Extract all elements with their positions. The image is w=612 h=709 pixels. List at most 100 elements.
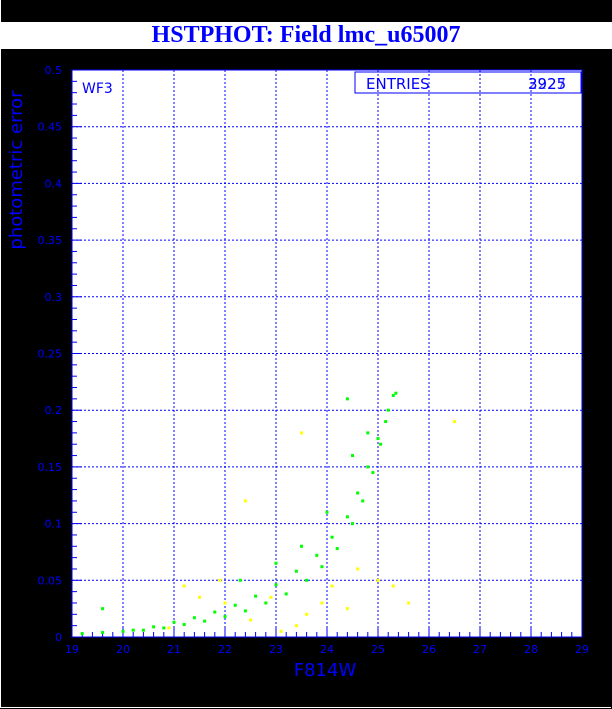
data-point [391, 584, 395, 588]
data-point [345, 515, 349, 519]
data-point [101, 630, 105, 634]
data-point [394, 391, 398, 395]
data-point [249, 618, 252, 622]
x-tick-label: 24 [320, 643, 334, 656]
x-tick-label: 19 [65, 643, 79, 656]
y-tick-label: 0.1 [45, 518, 63, 531]
x-tick-label: 27 [473, 643, 487, 656]
stats-label: ENTRIES [366, 75, 430, 93]
data-point [453, 420, 456, 424]
y-tick-label: 0.15 [38, 461, 63, 474]
data-point [274, 583, 278, 587]
data-point [305, 612, 309, 616]
y-tick-label: 0.25 [38, 348, 63, 361]
data-point [203, 619, 207, 623]
annotation-wf3: WF3 [82, 81, 113, 97]
data-point [284, 592, 288, 596]
data-point [351, 522, 354, 526]
data-point [182, 623, 186, 627]
data-point [167, 626, 171, 630]
x-axis-label: F814W [294, 660, 357, 681]
y-tick-label: 0.3 [45, 291, 63, 304]
grid-lines [72, 70, 582, 637]
data-point [361, 499, 365, 503]
data-point [376, 437, 380, 441]
data-point [101, 607, 105, 611]
data-point [279, 629, 283, 633]
data-point [330, 535, 334, 539]
x-tick-label: 28 [524, 643, 538, 656]
data-point [198, 595, 201, 599]
data-point [366, 431, 370, 435]
data-point [345, 397, 349, 401]
data-point [379, 442, 383, 446]
axis-ticks: 19 20 21 22 23 24 25 26 27 28 29 0 0.05 0.1 0.15 0.2 0.2… [38, 64, 590, 656]
y-tick-label: 0.35 [38, 234, 63, 247]
data-point [172, 620, 176, 624]
data-point [131, 628, 135, 632]
data-point [356, 567, 360, 571]
x-tick-label: 26 [422, 643, 436, 656]
data-point [269, 595, 273, 599]
data-point [300, 544, 303, 548]
data-point [300, 431, 303, 435]
data-point [356, 491, 360, 495]
axis-labels: F814W photometric error WF3 [6, 81, 356, 681]
x-tick-label: 29 [575, 643, 589, 656]
stats-value-1: 3925 [528, 75, 566, 93]
y-tick-label: 0 [55, 631, 62, 644]
y-tick-label: 0.5 [45, 64, 63, 77]
data-point [330, 584, 334, 588]
data-point [294, 569, 298, 573]
x-tick-label: 20 [116, 643, 130, 656]
data-point [294, 624, 298, 628]
y-tick-label: 0.4 [45, 177, 63, 190]
data-point [223, 615, 227, 619]
green-series [80, 391, 398, 636]
data-point [233, 603, 237, 607]
data-point [320, 565, 324, 569]
data-point [264, 601, 268, 605]
data-point [182, 584, 186, 588]
data-point [218, 578, 222, 582]
data-point [80, 632, 84, 636]
data-point [320, 601, 324, 605]
data-point [376, 578, 380, 582]
data-point [325, 510, 329, 514]
y-tick-label: 0.2 [45, 404, 63, 417]
data-point [274, 561, 278, 565]
data-point [238, 578, 242, 582]
data-point [152, 625, 156, 629]
data-point [351, 454, 354, 458]
data-point [162, 626, 166, 630]
data-point [315, 553, 319, 557]
data-point [223, 601, 227, 605]
data-point [121, 629, 125, 633]
yellow-series [167, 420, 456, 633]
stats-value-2: 2227 [528, 75, 566, 93]
data-point [366, 465, 370, 469]
data-point [391, 393, 395, 397]
data-point [243, 499, 247, 503]
data-point [386, 408, 390, 412]
stats-box: ENTRIES 3925 2227 [354, 71, 582, 94]
data-point [254, 594, 258, 598]
data-point [243, 609, 247, 613]
data-point [192, 616, 196, 620]
x-tick-label: 23 [269, 643, 283, 656]
data-point [305, 578, 309, 582]
data-point [335, 547, 339, 551]
x-tick-label: 25 [371, 643, 385, 656]
x-tick-label: 22 [218, 643, 232, 656]
data-point [384, 420, 388, 424]
y-axis-label: photometric error [6, 90, 27, 250]
data-point [141, 628, 145, 632]
data-point [213, 610, 217, 614]
y-tick-label: 0.45 [38, 121, 63, 134]
data-point [371, 471, 375, 475]
data-point [345, 607, 349, 611]
x-tick-label: 21 [167, 643, 181, 656]
data-point [407, 601, 411, 605]
y-tick-label: 0.05 [38, 574, 63, 587]
